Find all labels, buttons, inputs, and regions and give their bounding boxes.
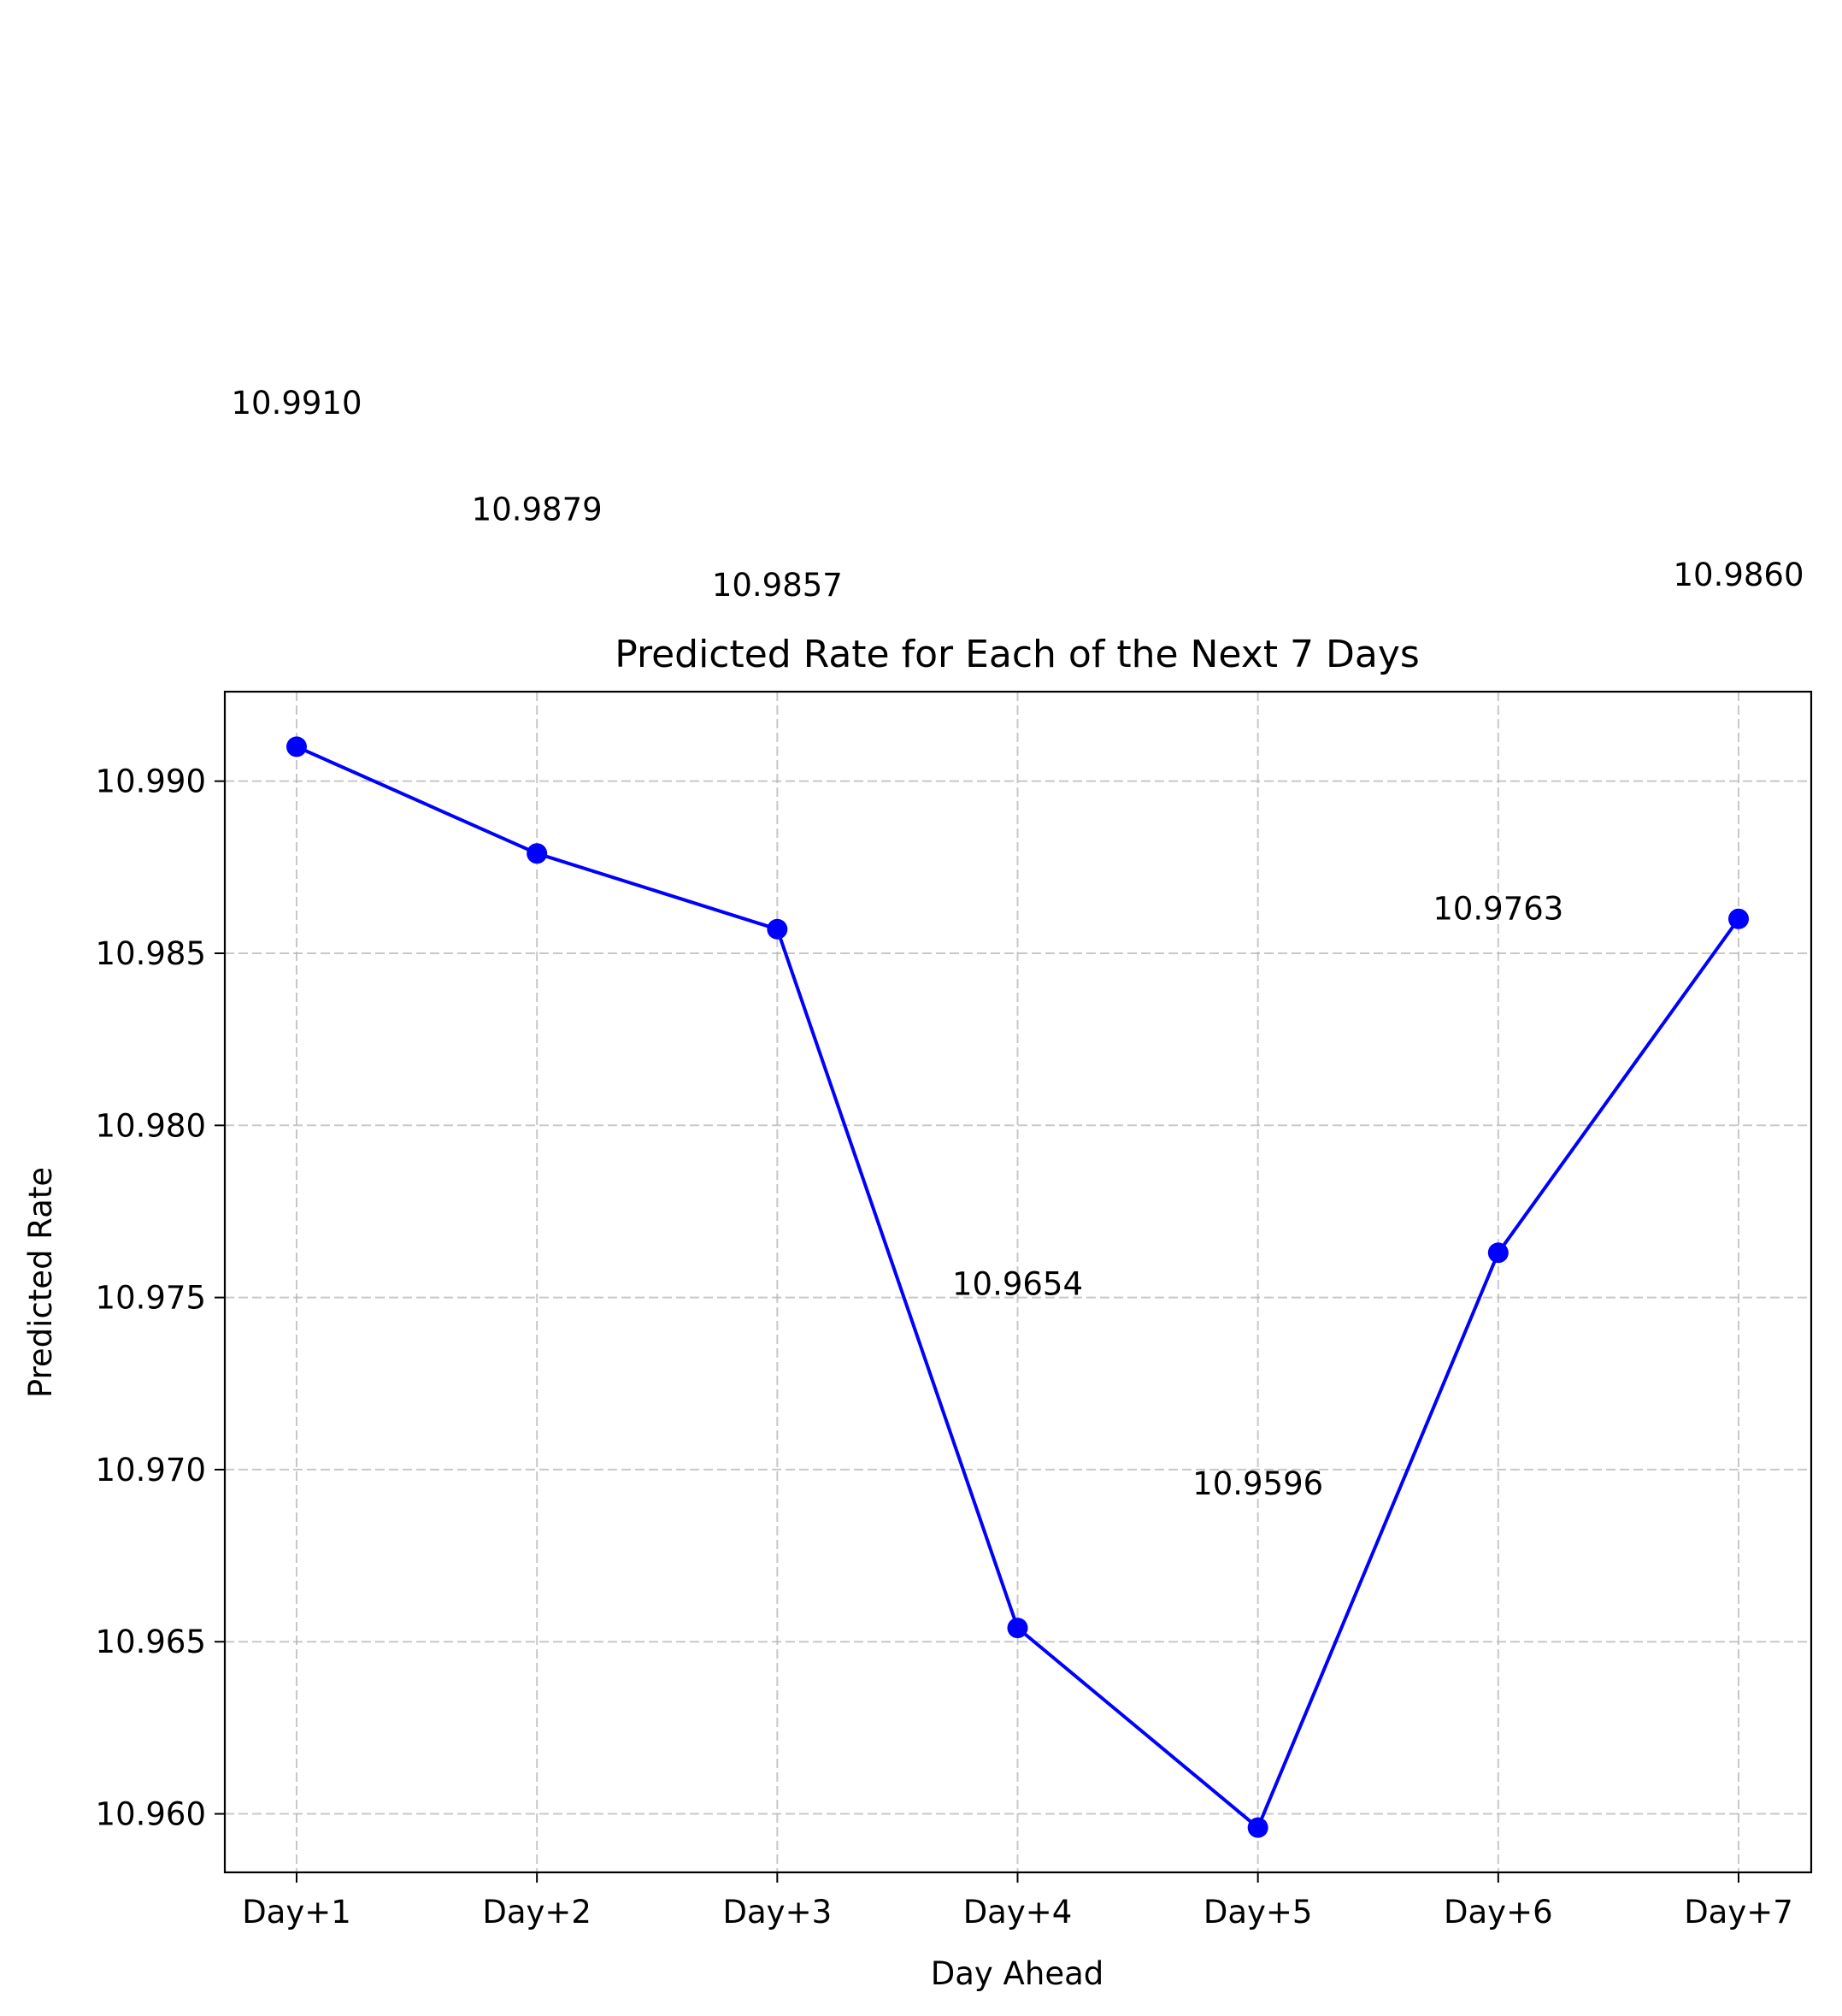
y-axis: 10.960 10.965 10.970 10.975 10.980 10.985 10.9… (96, 763, 225, 1833)
grid-lines (225, 692, 1811, 1872)
y-tick-label: 10.990 (96, 763, 206, 800)
data-point-marker (1728, 908, 1749, 929)
y-tick-label: 10.970 (96, 1452, 206, 1488)
y-tick-label: 10.980 (96, 1107, 206, 1144)
data-point-marker (1247, 1817, 1268, 1838)
x-axis: Day+1 Day+2 Day+3 Day+4 Day+5 Day+6 Day+7 (242, 1872, 1793, 1931)
data-label: 10.9910 (231, 385, 362, 421)
data-label: 10.9763 (1433, 891, 1563, 928)
data-point-marker (1487, 1242, 1509, 1264)
x-tick-label: Day+4 (963, 1894, 1073, 1931)
x-tick-label: Day+2 (482, 1894, 591, 1931)
data-labels: 10.9910 10.9879 10.9857 10.9654 10.9596 10.97… (231, 385, 1804, 1502)
data-series (286, 736, 1749, 1838)
data-label: 10.9860 (1673, 557, 1804, 593)
x-axis-label: Day Ahead (931, 1955, 1104, 1992)
y-tick-label: 10.960 (96, 1796, 206, 1833)
data-label: 10.9596 (1192, 1465, 1323, 1502)
x-tick-label: Day+5 (1203, 1894, 1313, 1931)
data-point-marker (286, 736, 307, 757)
x-tick-label: Day+6 (1444, 1894, 1553, 1931)
x-tick-label: Day+1 (242, 1894, 351, 1931)
y-tick-label: 10.965 (96, 1624, 206, 1660)
y-tick-label: 10.985 (96, 935, 206, 972)
data-label: 10.9857 (712, 567, 843, 604)
chart-title: Predicted Rate for Each of the Next 7 Da… (615, 633, 1420, 676)
data-point-marker (527, 843, 548, 864)
data-point-marker (767, 918, 788, 940)
y-axis-label: Predicted Rate (22, 1167, 59, 1398)
data-label: 10.9654 (952, 1266, 1083, 1303)
x-tick-label: Day+3 (723, 1894, 833, 1931)
data-label: 10.9879 (472, 492, 603, 528)
x-tick-label: Day+7 (1684, 1894, 1793, 1931)
y-tick-label: 10.975 (96, 1280, 206, 1317)
data-point-marker (1007, 1618, 1028, 1639)
